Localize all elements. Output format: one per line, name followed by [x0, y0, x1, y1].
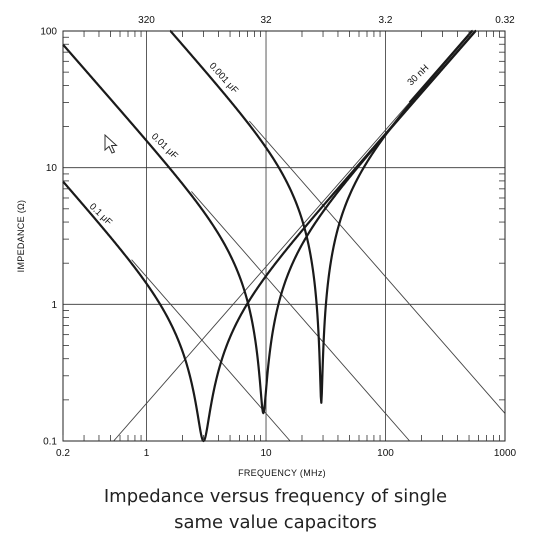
x-axis-title: FREQUENCY (MHz): [238, 468, 326, 478]
x-tick-label: 1000: [494, 448, 517, 459]
top-axis-tick-label: 320: [138, 15, 155, 26]
x-tick-label: 100: [377, 448, 394, 459]
impedance-chart: 0.2 1 10 100 1000 0.1 1 10 100 320 32 3.2 0.32 FREQU…: [16, 15, 517, 478]
top-axis-tick-label: 3.2: [379, 15, 393, 26]
y-tick-label: 1: [51, 300, 57, 311]
tick-labels: 0.2 1 10 100 1000 0.1 1 10 100 320 32 3.2 0.32: [40, 15, 516, 459]
axis-ticks: [62, 31, 505, 441]
asymptote-lines: [113, 102, 506, 442]
plot-frame: [62, 30, 506, 442]
curve-label-0.01uF: 0.01 μF: [149, 131, 180, 162]
caption-line-2: same value capacitors: [174, 512, 377, 533]
y-tick-label: 10: [46, 163, 58, 174]
top-axis-tick-label: 32: [260, 15, 272, 26]
x-tick-label: 1: [144, 448, 150, 459]
capacitive-asymptote-1: [191, 191, 410, 442]
mouse-pointer-icon: [104, 134, 118, 154]
caption-line-1: Impedance versus frequency of single: [103, 486, 448, 507]
impedance-curves: [62, 29, 477, 443]
impedance-curve-0: [62, 29, 477, 443]
x-tick-label: 0.2: [56, 448, 70, 459]
grid: [63, 31, 505, 441]
x-tick-label: 10: [260, 448, 272, 459]
y-tick-label: 100: [40, 27, 57, 38]
y-axis-title: IMPEDANCE (Ω): [16, 200, 26, 273]
inductive-curve-30nH: [408, 30, 473, 104]
impedance-curve-1: [62, 29, 477, 415]
capacitive-asymptote-2: [248, 120, 506, 414]
top-axis-tick-label: 0.32: [495, 15, 515, 26]
y-tick-label: 0.1: [43, 437, 57, 448]
